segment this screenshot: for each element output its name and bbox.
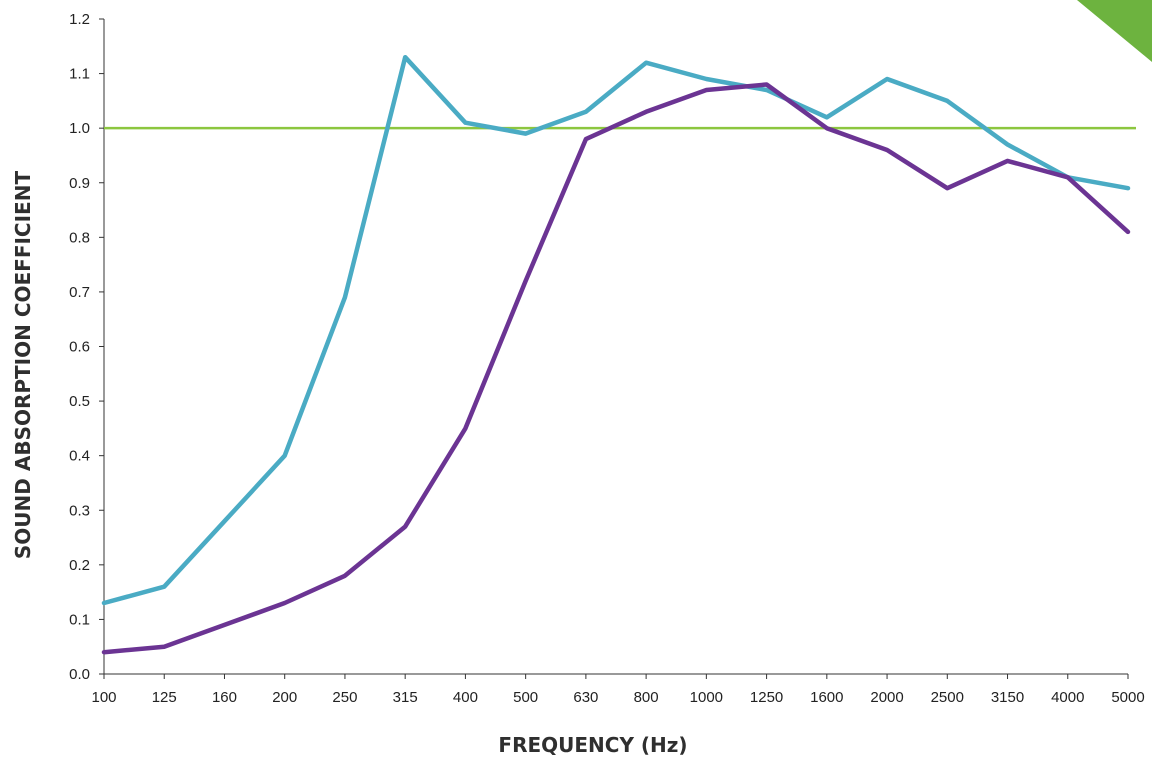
x-tick-label: 2000 <box>870 689 903 706</box>
y-tick-label: 0.2 <box>69 557 90 574</box>
y-tick-label: 0.8 <box>69 229 90 246</box>
x-tick-label: 2500 <box>931 689 964 706</box>
y-tick-label: 0.0 <box>69 666 90 683</box>
series-line-2 <box>101 82 1131 655</box>
y-tick-labels: 0.0 0.1 0.2 0.3 0.4 0.5 0.6 0.7 0.8 0.9 1.0 1.1 1.2 <box>69 11 90 683</box>
x-tick-label: 1600 <box>810 689 843 706</box>
y-tick-label: 0.4 <box>69 448 90 465</box>
x-tick-label: 100 <box>91 689 116 706</box>
y-tick-label: 0.9 <box>69 175 90 192</box>
y-tick-label: 0.5 <box>69 393 90 410</box>
x-tick-label: 200 <box>272 689 297 706</box>
y-axis-title: SOUND ABSORPTION COEFFICIENT <box>11 171 35 560</box>
y-tick-label: 0.7 <box>69 284 90 301</box>
y-tick-label: 1.0 <box>69 120 90 137</box>
corner-accent <box>1077 0 1152 62</box>
x-tick-label: 3150 <box>991 689 1024 706</box>
x-axis-title: FREQUENCY (Hz) <box>498 733 687 757</box>
x-tick-label: 800 <box>634 689 659 706</box>
y-tick-label: 0.3 <box>69 502 90 519</box>
x-tick-label: 250 <box>332 689 357 706</box>
y-tick-label: 1.1 <box>69 66 90 83</box>
y-tick-label: 1.2 <box>69 11 90 28</box>
series-layer <box>101 54 1131 655</box>
x-tick-label: 400 <box>453 689 478 706</box>
x-tick-label: 125 <box>152 689 177 706</box>
x-tick-label: 160 <box>212 689 237 706</box>
x-tick-label: 1000 <box>690 689 723 706</box>
series-line-1 <box>101 54 1131 606</box>
x-tick-label: 1250 <box>750 689 783 706</box>
x-tick-labels: 100 125 160 200 250 315 400 500 630 800 1000 1250 16… <box>91 689 1144 706</box>
y-tick-label: 0.1 <box>69 611 90 628</box>
x-tick-label: 500 <box>513 689 538 706</box>
x-tick-label: 630 <box>573 689 598 706</box>
y-tick-label: 0.6 <box>69 339 90 356</box>
x-tick-label: 5000 <box>1111 689 1144 706</box>
x-tick-label: 4000 <box>1051 689 1084 706</box>
x-tick-label: 315 <box>393 689 418 706</box>
